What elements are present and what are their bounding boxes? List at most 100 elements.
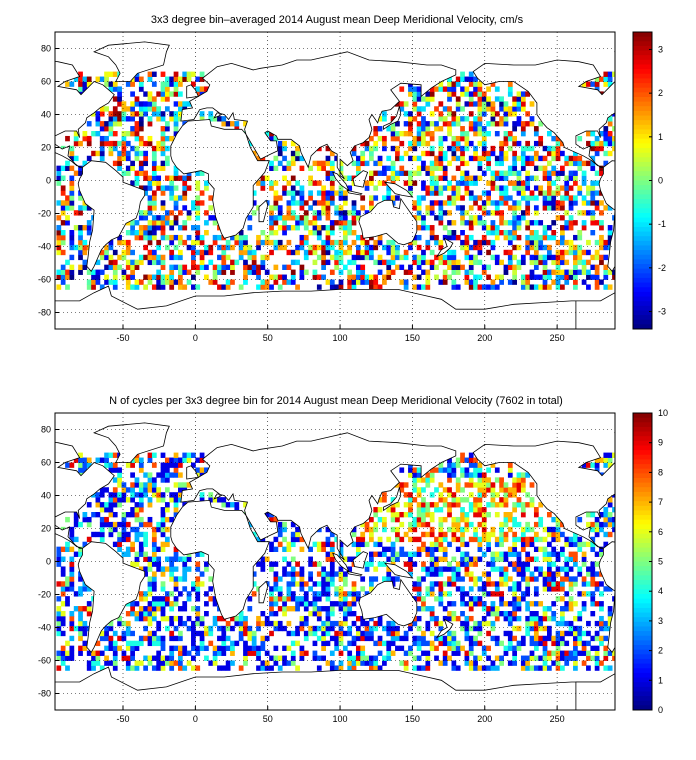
bin-cell [390, 244, 396, 251]
bin-cell [481, 487, 487, 493]
bin-cell [525, 586, 531, 592]
bin-cell [581, 660, 587, 666]
bin-cell [525, 121, 531, 127]
bin-cell [464, 185, 470, 191]
bin-cell [429, 502, 435, 508]
bin-cell [464, 131, 470, 137]
bin-cell [369, 205, 374, 211]
bin-cell [169, 561, 175, 567]
colorbar-segment [633, 542, 652, 549]
bin-cell [173, 234, 179, 241]
bin-cell [516, 101, 522, 107]
bin-cell [516, 175, 522, 181]
bin-cell [99, 635, 105, 642]
bin-cell [108, 620, 114, 627]
bin-cell [338, 185, 344, 191]
bin-cell [338, 591, 344, 597]
bin-cell [269, 620, 274, 627]
bin-cell [308, 546, 313, 552]
bin-cell [612, 269, 615, 275]
bin-cell [138, 635, 144, 642]
bin-cell [60, 571, 66, 577]
bin-cell [603, 160, 609, 167]
bin-cell [295, 640, 300, 647]
bin-cell [321, 541, 326, 548]
bin-cell [455, 521, 461, 528]
bin-cell [573, 234, 578, 241]
bin-cell [299, 215, 305, 221]
bin-cell [342, 239, 348, 246]
bin-cell [290, 185, 296, 191]
bin-cell [412, 205, 418, 211]
bin-cell [594, 655, 600, 661]
bin-cell [416, 195, 422, 201]
bin-cell [560, 640, 565, 647]
bin-cell [177, 650, 183, 656]
bin-cell [369, 135, 374, 142]
bin-cell [442, 556, 448, 562]
bin-cell [112, 650, 118, 656]
bin-cell [138, 566, 144, 572]
bin-cell [295, 190, 300, 196]
bin-cell [542, 195, 548, 201]
bin-cell [290, 630, 296, 637]
bin-cell [490, 660, 496, 666]
bin-cell [273, 239, 279, 246]
bin-cell [104, 71, 109, 77]
bin-cell [147, 195, 153, 201]
bin-cell [199, 581, 205, 587]
bin-cell [486, 512, 491, 518]
bin-cell [594, 467, 600, 473]
bin-cell [69, 239, 75, 246]
bin-cell [295, 665, 300, 671]
bin-cell [486, 86, 491, 92]
bin-cell [481, 650, 487, 656]
bin-cell [464, 274, 470, 280]
bin-cell [138, 160, 144, 167]
bin-cell [60, 165, 66, 171]
bin-cell [533, 150, 539, 157]
bin-cell [290, 536, 296, 543]
bin-cell [338, 279, 344, 285]
bin-cell [520, 145, 526, 152]
bin-cell [329, 601, 335, 607]
bin-cell [99, 536, 105, 543]
bin-cell [251, 249, 257, 256]
bin-cell [590, 274, 596, 280]
x-tick-label: -50 [117, 333, 130, 343]
bin-cell [143, 225, 149, 231]
bin-cell [338, 566, 344, 572]
bin-cell [577, 541, 583, 548]
bin-cell [134, 175, 140, 181]
bin-cell [568, 551, 574, 557]
bin-cell [447, 220, 452, 226]
bin-cell [173, 86, 179, 92]
colorbar-segment [633, 440, 652, 446]
bin-cell [334, 254, 340, 261]
bin-cell [69, 615, 75, 622]
bin-cell [520, 640, 526, 647]
bin-cell [399, 264, 405, 270]
bin-cell [147, 220, 153, 226]
bin-cell [460, 487, 465, 493]
bin-cell [416, 551, 422, 557]
bin-cell [468, 225, 474, 231]
bin-cell [130, 645, 135, 651]
bin-cell [599, 546, 604, 552]
bin-cell [573, 601, 578, 607]
bin-cell [581, 269, 587, 275]
bin-cell [399, 487, 405, 493]
bin-cell [177, 635, 183, 642]
bin-cell [299, 650, 305, 656]
bin-cell [177, 81, 183, 87]
bin-cell [481, 205, 487, 211]
bin-cell [334, 155, 340, 162]
bin-cell [533, 507, 539, 513]
bin-cell [156, 546, 162, 552]
colorbar-segment [633, 32, 652, 38]
bin-cell [60, 234, 66, 241]
bin-cell [82, 160, 88, 167]
bin-cell [99, 126, 105, 132]
bin-cell [204, 655, 209, 661]
bin-cell [169, 457, 175, 463]
